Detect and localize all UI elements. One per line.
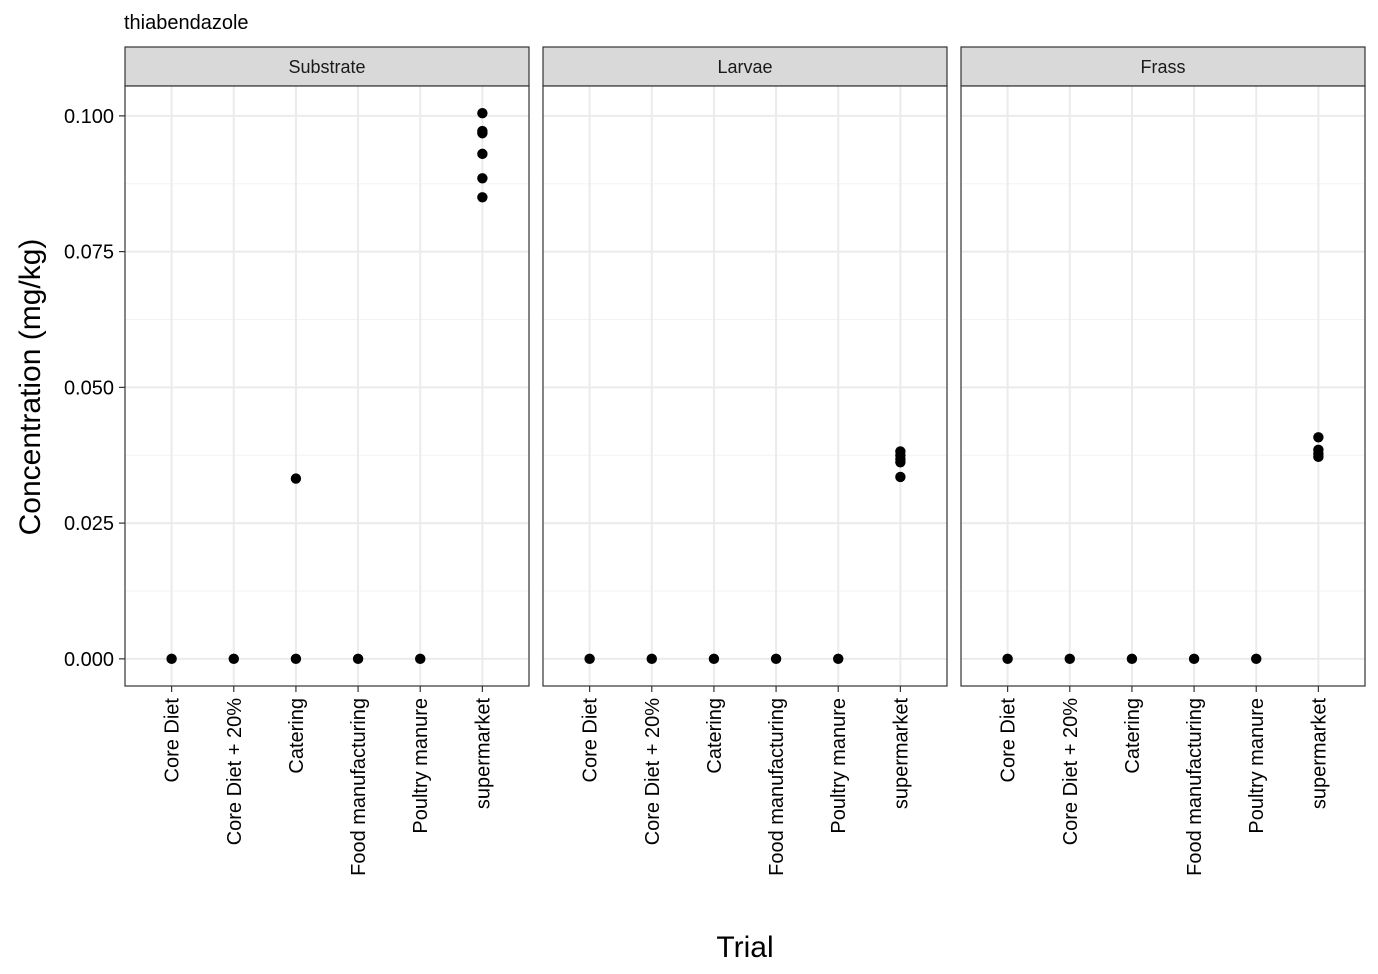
data-point: [646, 653, 657, 665]
facet-panel-substrate: Substrate Core Diet Core Diet + 20% Caterin…: [124, 46, 530, 876]
data-point: [1064, 653, 1075, 665]
facet-strip: [960, 46, 1366, 87]
x-tick-label: Catering: [286, 698, 308, 774]
panel-border: [542, 85, 948, 687]
data-point: [895, 457, 906, 468]
x-tick-label: Food manufacturing: [348, 698, 370, 876]
x-tick-label: Catering: [1122, 698, 1144, 774]
x-tick-label: Core Diet + 20%: [1060, 698, 1082, 846]
x-tick-label: Catering: [704, 698, 726, 774]
x-tick-label: Core Diet: [998, 698, 1020, 783]
data-point: [477, 107, 488, 119]
data-point: [290, 653, 302, 665]
data-point: [1126, 653, 1138, 665]
data-point: [1313, 432, 1324, 443]
panel-background: [125, 86, 529, 686]
y-tick-label: 0.075: [64, 242, 114, 264]
x-tick-label: supermarket: [1308, 698, 1330, 810]
data-point: [1002, 653, 1013, 665]
data-point: [166, 653, 177, 665]
panel-background: [961, 86, 1365, 686]
data-point: [352, 653, 364, 665]
facet-panel-larvae: Larvae Core Diet Core Diet + 20% Catering Fo…: [542, 46, 948, 876]
data-point: [477, 192, 488, 203]
data-point: [228, 653, 239, 665]
x-tick-label: supermarket: [472, 698, 494, 810]
y-tick-label: 0.100: [64, 106, 114, 128]
x-tick-label: supermarket: [890, 698, 912, 810]
y-tick-label: 0.025: [64, 513, 114, 535]
data-point: [1313, 451, 1324, 463]
x-tick-label: Poultry manure: [410, 698, 432, 834]
x-tick-label: Poultry manure: [1246, 698, 1268, 834]
y-tick-label: 0.050: [64, 377, 114, 399]
data-point: [895, 471, 906, 483]
x-tick-label: Food manufacturing: [766, 698, 788, 876]
x-tick-label: Core Diet + 20%: [642, 698, 664, 846]
panel-background: [543, 86, 947, 686]
y-tick-label: 0.000: [64, 649, 114, 671]
data-point: [477, 148, 488, 160]
facet-strip: [542, 46, 948, 87]
chart-title: thiabendazole: [124, 12, 249, 34]
y-axis: 0.000 0.025 0.050 0.075 0.100: [64, 106, 125, 671]
facet-panel-frass: Frass Core Diet Core Diet + 20% Catering Foo…: [960, 46, 1366, 876]
facet-strip-label: Substrate: [288, 57, 365, 77]
data-point: [477, 173, 488, 184]
data-point: [477, 128, 488, 139]
facet-strip: [124, 46, 530, 87]
facet-strip-label: Larvae: [717, 57, 772, 77]
panel-border: [960, 85, 1366, 687]
data-point: [290, 473, 302, 484]
x-axis-title: Trial: [716, 931, 773, 964]
data-point: [1188, 653, 1200, 665]
data-point: [833, 653, 844, 665]
x-tick-label: Food manufacturing: [1184, 698, 1206, 876]
x-tick-label: Core Diet: [580, 698, 602, 783]
data-point: [584, 653, 595, 665]
data-point: [770, 653, 782, 665]
data-point: [1251, 653, 1262, 665]
panel-border: [124, 85, 530, 687]
data-point: [415, 653, 426, 665]
data-point: [708, 653, 720, 665]
facet-strip-label: Frass: [1141, 57, 1186, 77]
x-tick-label: Core Diet: [162, 698, 184, 783]
x-tick-label: Poultry manure: [828, 698, 850, 834]
facet-panels: Substrate Core Diet Core Diet + 20% Caterin…: [124, 46, 1366, 876]
x-tick-label: Core Diet + 20%: [224, 698, 246, 846]
y-axis-title: Concentration (mg/kg): [14, 239, 47, 536]
